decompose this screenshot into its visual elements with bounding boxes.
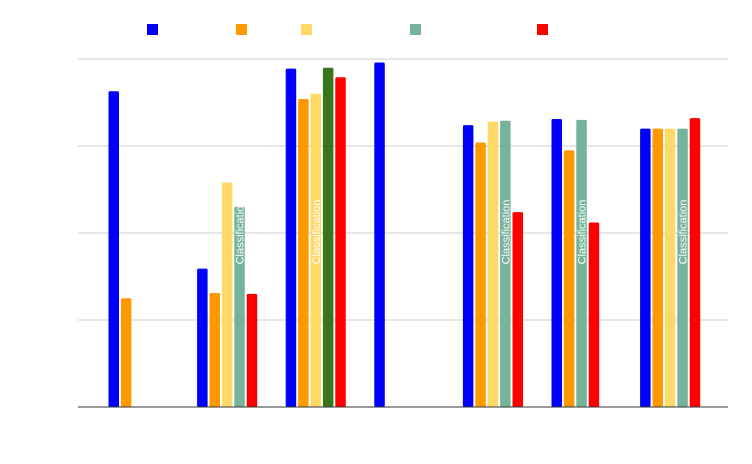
bar — [689, 118, 701, 407]
bar — [310, 93, 321, 408]
bars — [108, 62, 701, 408]
bar — [475, 142, 486, 407]
bar — [285, 68, 297, 407]
gridlines — [78, 58, 728, 321]
bar — [221, 182, 233, 407]
bar — [120, 298, 132, 407]
bar — [652, 128, 663, 407]
bar — [512, 212, 523, 407]
bar — [209, 293, 220, 407]
legend — [147, 24, 548, 35]
legend-swatch — [147, 24, 158, 35]
bar — [487, 121, 499, 407]
bar — [664, 128, 676, 407]
bar — [462, 125, 474, 408]
bar — [234, 206, 245, 407]
bar — [677, 128, 688, 407]
bar — [335, 77, 346, 408]
bar — [588, 222, 600, 407]
legend-swatch — [301, 24, 312, 35]
bar — [640, 128, 651, 407]
bar — [322, 67, 334, 407]
bar-data-label: Classification — [577, 200, 589, 265]
bar — [108, 91, 119, 407]
bar — [576, 119, 587, 408]
bar-data-label: Classification — [235, 200, 247, 265]
bar-data-label: Classification — [500, 200, 512, 265]
legend-swatch — [236, 24, 247, 35]
bar — [500, 120, 511, 408]
bar-data-label: Classification — [678, 200, 690, 265]
bar — [197, 268, 208, 407]
bar-data-label: Classification — [311, 200, 323, 265]
bar — [374, 62, 385, 407]
bar-labels: Classification Classification Classificati… — [235, 200, 690, 265]
legend-swatch — [410, 24, 421, 35]
bar — [551, 119, 562, 407]
bar — [563, 150, 575, 407]
legend-swatch — [537, 24, 548, 35]
bar — [246, 293, 258, 407]
bar — [298, 99, 309, 408]
